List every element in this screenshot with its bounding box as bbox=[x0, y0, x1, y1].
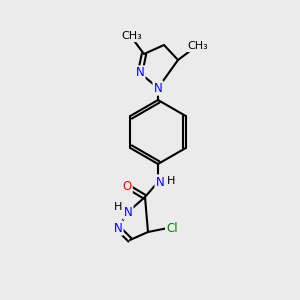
Text: O: O bbox=[122, 181, 132, 194]
Text: CH₃: CH₃ bbox=[188, 41, 208, 51]
Text: N: N bbox=[114, 221, 122, 235]
Text: H: H bbox=[114, 202, 122, 212]
Text: Cl: Cl bbox=[166, 221, 178, 235]
Text: CH₃: CH₃ bbox=[122, 31, 142, 41]
Text: N: N bbox=[124, 206, 132, 218]
Text: N: N bbox=[136, 67, 144, 80]
Text: N: N bbox=[156, 176, 164, 188]
Text: N: N bbox=[154, 82, 162, 94]
Text: H: H bbox=[167, 176, 175, 186]
